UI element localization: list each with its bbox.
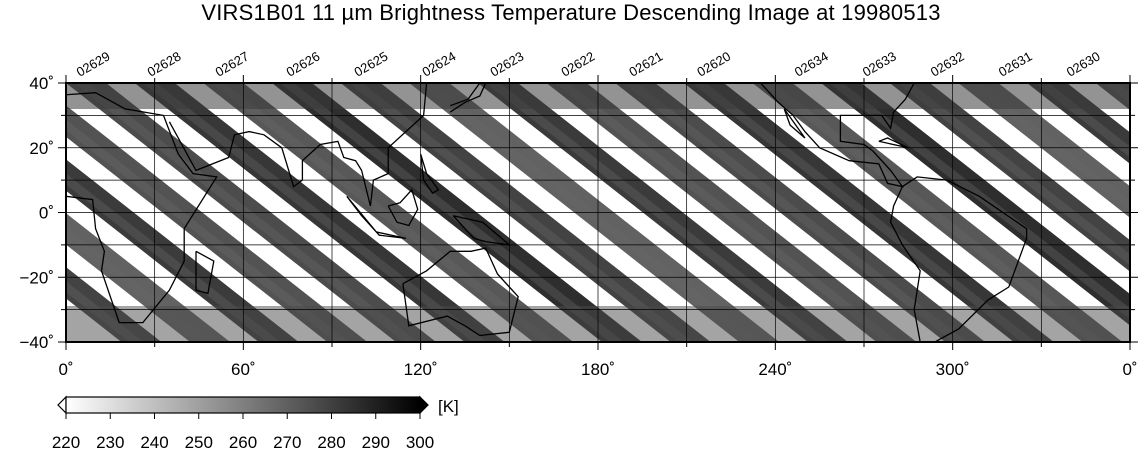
orbit-number-label: 02620 bbox=[694, 49, 733, 80]
coastline bbox=[168, 83, 428, 207]
coastline bbox=[402, 247, 519, 337]
swath-band bbox=[958, 83, 1130, 218]
orbit-number-label: 02624 bbox=[420, 49, 459, 80]
orbit-number-label: 02623 bbox=[488, 49, 527, 80]
swath-band bbox=[66, 159, 299, 342]
coastline bbox=[420, 154, 440, 194]
lat-tick-label: 40˚ bbox=[29, 74, 54, 93]
colorbar-unit: [K] bbox=[438, 397, 459, 416]
colorbar-tick-label: 240 bbox=[140, 433, 168, 452]
orbit-number-label: 02631 bbox=[996, 49, 1035, 80]
orbit-number-label: 02627 bbox=[213, 49, 252, 80]
latitude-labels: 40˚ 20˚ 0˚ −20˚ −40˚ bbox=[20, 74, 55, 352]
colorbar-tick-label: 220 bbox=[52, 433, 80, 452]
orbit-number-label: 02622 bbox=[558, 49, 597, 80]
swath-band bbox=[889, 83, 1130, 272]
lat-tick-label: 20˚ bbox=[29, 139, 54, 158]
lon-tick-label: 300˚ bbox=[936, 360, 970, 379]
colorbar-tick-label: 260 bbox=[229, 433, 257, 452]
swath-texture bbox=[966, 83, 1130, 212]
orbit-number-label: 02632 bbox=[928, 49, 967, 80]
coastline bbox=[889, 176, 1028, 342]
orbit-number-label: 02629 bbox=[74, 49, 113, 80]
colorbar-tick-label: 300 bbox=[406, 433, 434, 452]
coastline bbox=[878, 137, 909, 149]
coastline bbox=[783, 108, 806, 139]
swath-texture bbox=[66, 119, 350, 342]
coastline bbox=[452, 215, 512, 246]
lon-tick-label: 120˚ bbox=[404, 360, 438, 379]
colorbar-tick-label: 280 bbox=[317, 433, 345, 452]
colorbar-tick-label: 290 bbox=[362, 433, 390, 452]
colorbar-ticks: 220 230 240 250 260 270 280 290 300 bbox=[52, 413, 434, 452]
lon-tick-label: 0˚ bbox=[1122, 360, 1137, 379]
swath-texture bbox=[897, 83, 1130, 266]
coastlines bbox=[66, 83, 1028, 342]
swath-texture bbox=[66, 227, 213, 342]
lat-tick-label: 0˚ bbox=[39, 204, 54, 223]
swath-texture bbox=[66, 173, 281, 342]
orbit-number-label: 02621 bbox=[626, 49, 665, 80]
orbit-number-label: 02628 bbox=[145, 49, 184, 80]
colorbar-tick-label: 250 bbox=[185, 433, 213, 452]
colorbar-high-arrow bbox=[419, 395, 429, 415]
coastline bbox=[387, 188, 419, 227]
swath-band bbox=[66, 105, 368, 342]
longitude-labels: 0˚ 60˚ 120˚ 180˚ 240˚ 300˚ 0˚ bbox=[58, 360, 1137, 379]
orbit-number-label: 02634 bbox=[792, 49, 831, 80]
lon-tick-label: 60˚ bbox=[231, 360, 256, 379]
colorbar-gradient bbox=[65, 396, 421, 414]
axis-ticks bbox=[58, 75, 1138, 350]
colorbar-tick-label: 270 bbox=[273, 433, 301, 452]
orbit-number-label: 02633 bbox=[860, 49, 899, 80]
colorbar-tick-label: 230 bbox=[96, 433, 124, 452]
colorbar-low-arrow bbox=[57, 395, 67, 415]
lon-tick-label: 240˚ bbox=[758, 360, 792, 379]
lat-tick-label: −20˚ bbox=[20, 268, 55, 287]
coastline bbox=[449, 83, 487, 113]
orbit-number-label: 02625 bbox=[352, 49, 391, 80]
map-title: VIRS1B01 11 µm Brightness Temperature De… bbox=[201, 0, 941, 25]
lat-tick-label: −40˚ bbox=[20, 333, 55, 352]
swath-texture bbox=[829, 83, 1130, 320]
lon-tick-label: 0˚ bbox=[58, 360, 73, 379]
orbit-number-label: 02626 bbox=[284, 49, 323, 80]
orbit-labels: 02629 02628 02627 02626 02625 02624 02623 02622… bbox=[74, 49, 1103, 80]
coastline bbox=[760, 83, 915, 188]
orbit-number-label: 02630 bbox=[1064, 49, 1103, 80]
colorbar: [K] 220 230 240 250 260 270 280 290 300 bbox=[52, 395, 459, 452]
lon-tick-label: 180˚ bbox=[581, 360, 615, 379]
